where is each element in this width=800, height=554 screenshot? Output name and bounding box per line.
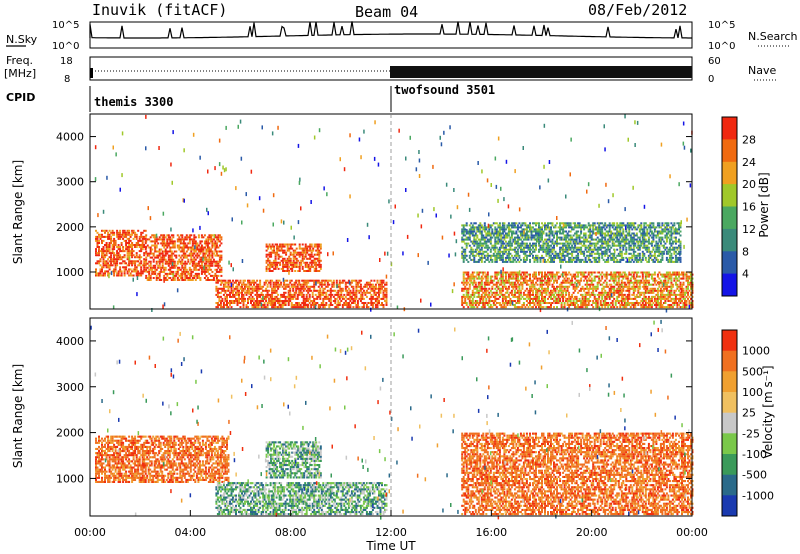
cpid-seg-0: themis 3300 (94, 95, 173, 109)
power-colorbar: 28 24 20 16 12 8 4 (721, 116, 756, 297)
colorbar-tick: 4 (742, 268, 749, 281)
colorbar-swatch (722, 161, 737, 185)
beam-title: Beam 04 (355, 3, 418, 21)
velocity-colorbar: 1000 500 100 25 -25 -100 -500 -1000 (721, 329, 774, 517)
colorbar-swatch (722, 454, 737, 476)
colorbar-tick: -100 (742, 448, 767, 461)
colorbar-tick: -500 (742, 469, 767, 482)
ytick-label: 1000 (56, 472, 84, 485)
xtick-label: 00:00 (74, 526, 106, 539)
echo-region-2 (265, 441, 322, 479)
xtick-label: 04:00 (174, 526, 206, 539)
echo-region-0 (95, 229, 147, 277)
date-title: 08/Feb/2012 (588, 1, 687, 19)
power-echo-layer (94, 114, 694, 313)
colorbar-swatch (722, 117, 737, 140)
freq-label-1: Freq. (6, 54, 33, 67)
power-panel: 1000 2000 3000 4000 Slant Range [km] 28 24 20… (11, 113, 771, 313)
colorbar-swatch (722, 412, 737, 434)
colorbar-swatch (722, 495, 737, 517)
echo-region-2 (215, 279, 388, 309)
ytick-label: 2000 (56, 221, 84, 234)
nave-label: Nave (748, 64, 776, 77)
site-title: Inuvik (fitACF) (92, 1, 227, 19)
sparse-echoes (94, 114, 693, 313)
xtick-label: 00:00 (676, 526, 708, 539)
colorbar-tick: 24 (742, 156, 756, 169)
ytick-label: 4000 (56, 131, 84, 144)
cpid-label: CPID (6, 91, 35, 104)
colorbar-swatch (722, 330, 737, 352)
xtick-label: 08:00 (275, 526, 307, 539)
colorbar-tick: -1000 (742, 489, 774, 502)
power-ylabel: Slant Range [km] (11, 160, 25, 264)
colorbar-swatch (722, 273, 737, 297)
colorbar-tick: 12 (742, 223, 756, 236)
power-cbar-label: Power [dB] (757, 172, 771, 237)
ytick-label: 3000 (56, 381, 84, 394)
xtick-label: 16:00 (475, 526, 507, 539)
colorbar-swatch (722, 228, 737, 252)
cpid-seg-1: twofsound 3501 (394, 83, 495, 97)
colorbar-swatch (722, 371, 737, 393)
xtick-label: 12:00 (375, 526, 407, 539)
nave-tick-high: 60 (708, 56, 721, 67)
colorbar-tick: 8 (742, 245, 749, 258)
echo-region-5 (461, 222, 682, 263)
xtick-label: 20:00 (576, 526, 608, 539)
cpid-panel: CPID themis 3300 twofsound 3501 (6, 83, 495, 112)
colorbar-tick: 20 (742, 178, 756, 191)
colorbar-swatch (722, 251, 737, 275)
freq-tick-low: 8 (64, 74, 70, 85)
colorbar-swatch (722, 184, 737, 207)
velocity-cbar-label: Velocity [m s⁻¹] (761, 365, 775, 458)
ytick-label: 3000 (56, 176, 84, 189)
ytick-label: 1000 (56, 266, 84, 279)
nsky-tick-high: 10^5 (52, 20, 79, 31)
velocity-panel: 1000 2000 3000 4000 00:00 04:00 08:00 12:00 16:… (11, 317, 775, 553)
echo-region-3 (461, 432, 694, 516)
nave-tick-low: 0 (708, 74, 714, 85)
ytick-label: 4000 (56, 335, 84, 348)
nsky-label: N.Sky (6, 33, 38, 46)
colorbar-swatch (722, 206, 737, 230)
echo-region-1 (145, 234, 223, 281)
velocity-ylabel: Slant Range [km] (11, 364, 25, 468)
colorbar-tick: 25 (742, 407, 756, 420)
nsearch-tick-low: 10^0 (708, 41, 735, 52)
echo-region-4 (461, 271, 694, 309)
nsearch-tick-high: 10^5 (708, 20, 735, 31)
colorbar-swatch (722, 433, 737, 455)
echo-region-1 (215, 482, 388, 516)
echo-region-0 (95, 435, 230, 483)
colorbar-tick: 1000 (742, 345, 770, 358)
colorbar-swatch (722, 474, 737, 496)
colorbar-tick: 28 (742, 133, 756, 146)
colorbar-swatch (722, 139, 737, 163)
nsearch-label: N.Search (748, 30, 798, 43)
freq-label-2: [MHz] (4, 67, 36, 80)
nsky-panel: N.Sky 10^5 10^0 10^5 10^0 N.Search (6, 20, 798, 52)
freq-tick-high: 18 (60, 56, 73, 67)
colorbar-swatch (722, 392, 737, 414)
colorbar-tick: 500 (742, 365, 763, 378)
xlabel: Time UT (365, 539, 416, 553)
echo-region-3 (265, 243, 322, 272)
velocity-echo-layer (90, 319, 694, 520)
colorbar-swatch (722, 350, 737, 372)
colorbar-tick: -25 (742, 427, 760, 440)
colorbar-tick: 100 (742, 386, 763, 399)
sparse-echoes (90, 319, 690, 520)
nsky-tick-low: 10^0 (52, 41, 79, 52)
nsky-trace (89, 21, 692, 39)
nave-block (390, 66, 692, 78)
freq-panel: Freq. [MHz] 18 8 60 0 Nave (4, 54, 778, 85)
ytick-label: 2000 (56, 427, 84, 440)
colorbar-tick: 16 (742, 201, 756, 214)
